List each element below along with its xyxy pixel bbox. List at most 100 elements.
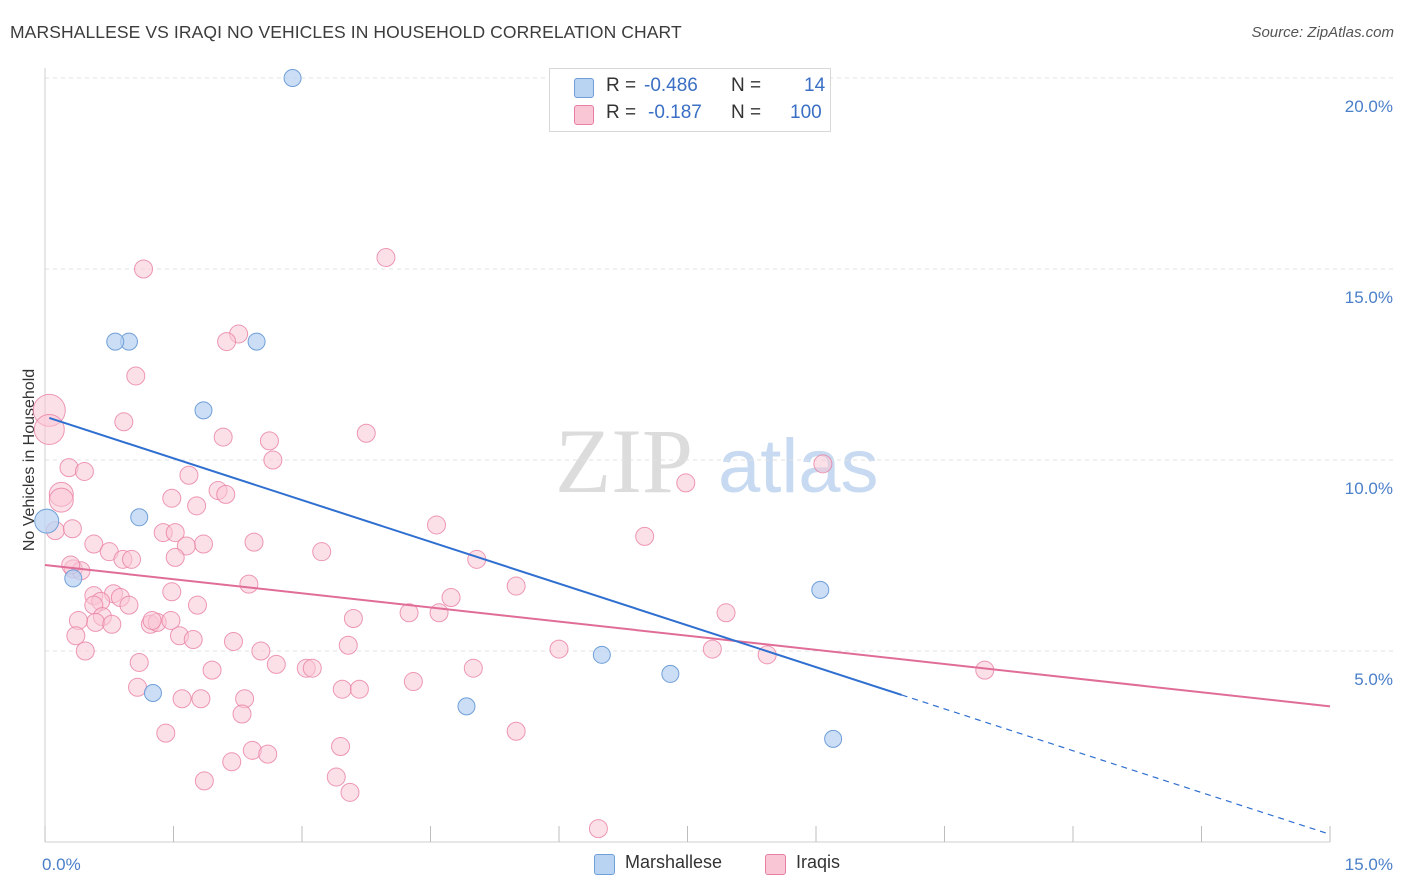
marshallese-point (106, 332, 125, 351)
iraqi-point (326, 767, 346, 787)
bottom-legend-label: Iraqis (796, 852, 841, 872)
y-tick-label: 15.0% (1345, 288, 1393, 307)
iraqi-point (162, 582, 182, 602)
iraqi-point (239, 574, 259, 594)
legend-r-label: R = (606, 102, 637, 123)
iraqi-point (191, 689, 211, 709)
iraqi-point (251, 641, 271, 661)
iraqi-point (338, 635, 358, 655)
iraqi-point (119, 595, 139, 615)
x-tick-label: 15.0% (1345, 855, 1393, 874)
iraqi-point (122, 549, 142, 569)
iraqi-point (356, 423, 376, 443)
trend-lines (44, 417, 1331, 835)
iraqi-point (232, 704, 252, 724)
iraqi-point (217, 332, 237, 352)
marshallese-point (457, 697, 476, 716)
chart-title: MARSHALLESE VS IRAQI NO VEHICLES IN HOUS… (10, 22, 682, 42)
iraqi-point (676, 473, 696, 493)
iraqi-swatch (574, 105, 594, 125)
y-tick-label: 10.0% (1345, 479, 1393, 498)
legend-r-label: R = (606, 75, 637, 96)
iraqi-point (48, 487, 74, 513)
iraqi-point (403, 672, 423, 692)
legend-r-value: -0.486 (644, 75, 698, 96)
iraqi-point (399, 603, 419, 623)
iraqi-point (162, 488, 182, 508)
iraqi-point (588, 819, 608, 839)
iraqi-point (194, 771, 214, 791)
marshallese-trend-line (48, 417, 902, 696)
iraqi-point (165, 547, 185, 567)
iraqi-point (222, 752, 242, 772)
iraqi-point (216, 484, 236, 504)
iraqi-point (426, 515, 446, 535)
iraqi-point (126, 366, 146, 386)
watermark-zip: ZIP (555, 410, 693, 512)
iraqi-point (441, 588, 461, 608)
iraqi-point (244, 532, 264, 552)
bottom-legend-label: Marshallese (625, 852, 723, 872)
marshallese-point (283, 69, 302, 87)
iraqi-point (172, 689, 192, 709)
iraqi-point (813, 454, 833, 474)
source-credit: Source: ZipAtlas.com (1251, 24, 1394, 41)
iraqi-point (179, 465, 199, 485)
iraqi-point (635, 526, 655, 546)
legend-r-value: -0.187 (648, 102, 702, 123)
iraqi-point (343, 609, 363, 629)
iraqi-point (302, 658, 322, 678)
correlation-legend: R = -0.486 N = 14 R = -0.187 N = 100 (549, 68, 831, 132)
iraqi-point (102, 614, 122, 634)
y-tick-label: 20.0% (1345, 97, 1393, 116)
y-tick-label: 5.0% (1354, 670, 1393, 689)
iraqi-point (134, 259, 154, 279)
iraqi-point (156, 723, 176, 743)
iraqi-point (33, 413, 65, 445)
legend-n-label: N = (731, 102, 762, 123)
iraqi-point (349, 679, 369, 699)
iraqi-point (332, 679, 352, 699)
iraqi-point (128, 677, 148, 697)
iraqi-point (142, 610, 162, 630)
marshallese-swatch (594, 854, 615, 875)
iraqi-point (161, 610, 181, 630)
iraqi-points (32, 248, 995, 839)
axes (44, 68, 1331, 843)
iraqi-point (258, 744, 278, 764)
iraqi-point (114, 412, 134, 432)
iraqi-point (463, 658, 483, 678)
iraqi-point (376, 248, 396, 268)
marshallese-trend-extension (901, 694, 1331, 835)
iraqi-point (716, 603, 736, 623)
gridlines (45, 77, 1395, 652)
marshallese-point (34, 508, 60, 534)
iraqi-point (86, 612, 106, 632)
watermark-atlas: atlas (718, 424, 879, 509)
marshallese-point (194, 401, 213, 420)
iraqi-point (202, 660, 222, 680)
tick-labels: 5.0% 10.0% 15.0% 20.0% 0.0% 15.0% (42, 97, 1393, 874)
iraqi-point (75, 641, 95, 661)
iraqi-point (266, 654, 286, 674)
marshallese-point (592, 645, 611, 664)
iraqi-point (263, 450, 283, 470)
iraqi-point (702, 639, 722, 659)
legend-n-label: N = (731, 75, 762, 96)
iraqi-point (429, 603, 449, 623)
marshallese-swatch (574, 78, 594, 98)
iraqi-point (193, 534, 213, 554)
marshallese-point (824, 729, 843, 748)
iraqi-point (74, 461, 94, 481)
iraqi-point (312, 542, 332, 562)
iraqi-trend-line (44, 564, 1331, 708)
iraqi-point (165, 523, 185, 543)
marshallese-point (661, 664, 680, 683)
iraqi-point (62, 519, 82, 539)
iraqi-point (84, 534, 104, 554)
marshallese-point (143, 684, 162, 703)
iraqi-point (213, 427, 233, 447)
iraqi-point (187, 595, 207, 615)
marshallese-points (34, 69, 843, 748)
